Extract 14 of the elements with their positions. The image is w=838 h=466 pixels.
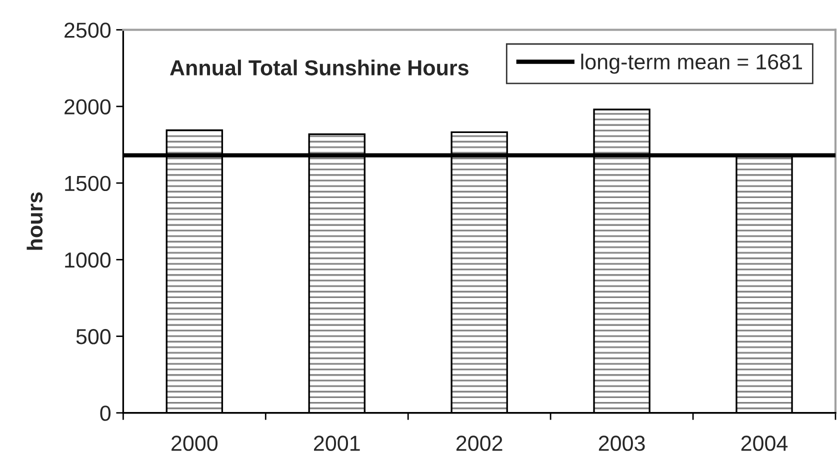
x-tick-label: 2000	[172, 436, 218, 451]
y-tick-label: 2500	[64, 22, 111, 38]
legend-label: long-term mean = 1681	[581, 54, 802, 74]
y-tick-label: 500	[76, 329, 111, 344]
text: Annual Total Sunshine Hours	[170, 60, 468, 76]
x-tick-label: 2003	[598, 436, 645, 451]
y-tick-label: 2000	[64, 99, 111, 114]
y-tick-label: 1000	[65, 252, 111, 268]
x-tick-label: 2002	[456, 436, 502, 451]
y-tick-label: 1500	[65, 176, 111, 192]
x-tick-label: 2004	[741, 436, 788, 451]
x-tick-label: 2001	[314, 436, 360, 451]
y-tick-label: 0	[100, 406, 111, 421]
y-axis-title: hours	[26, 192, 43, 250]
